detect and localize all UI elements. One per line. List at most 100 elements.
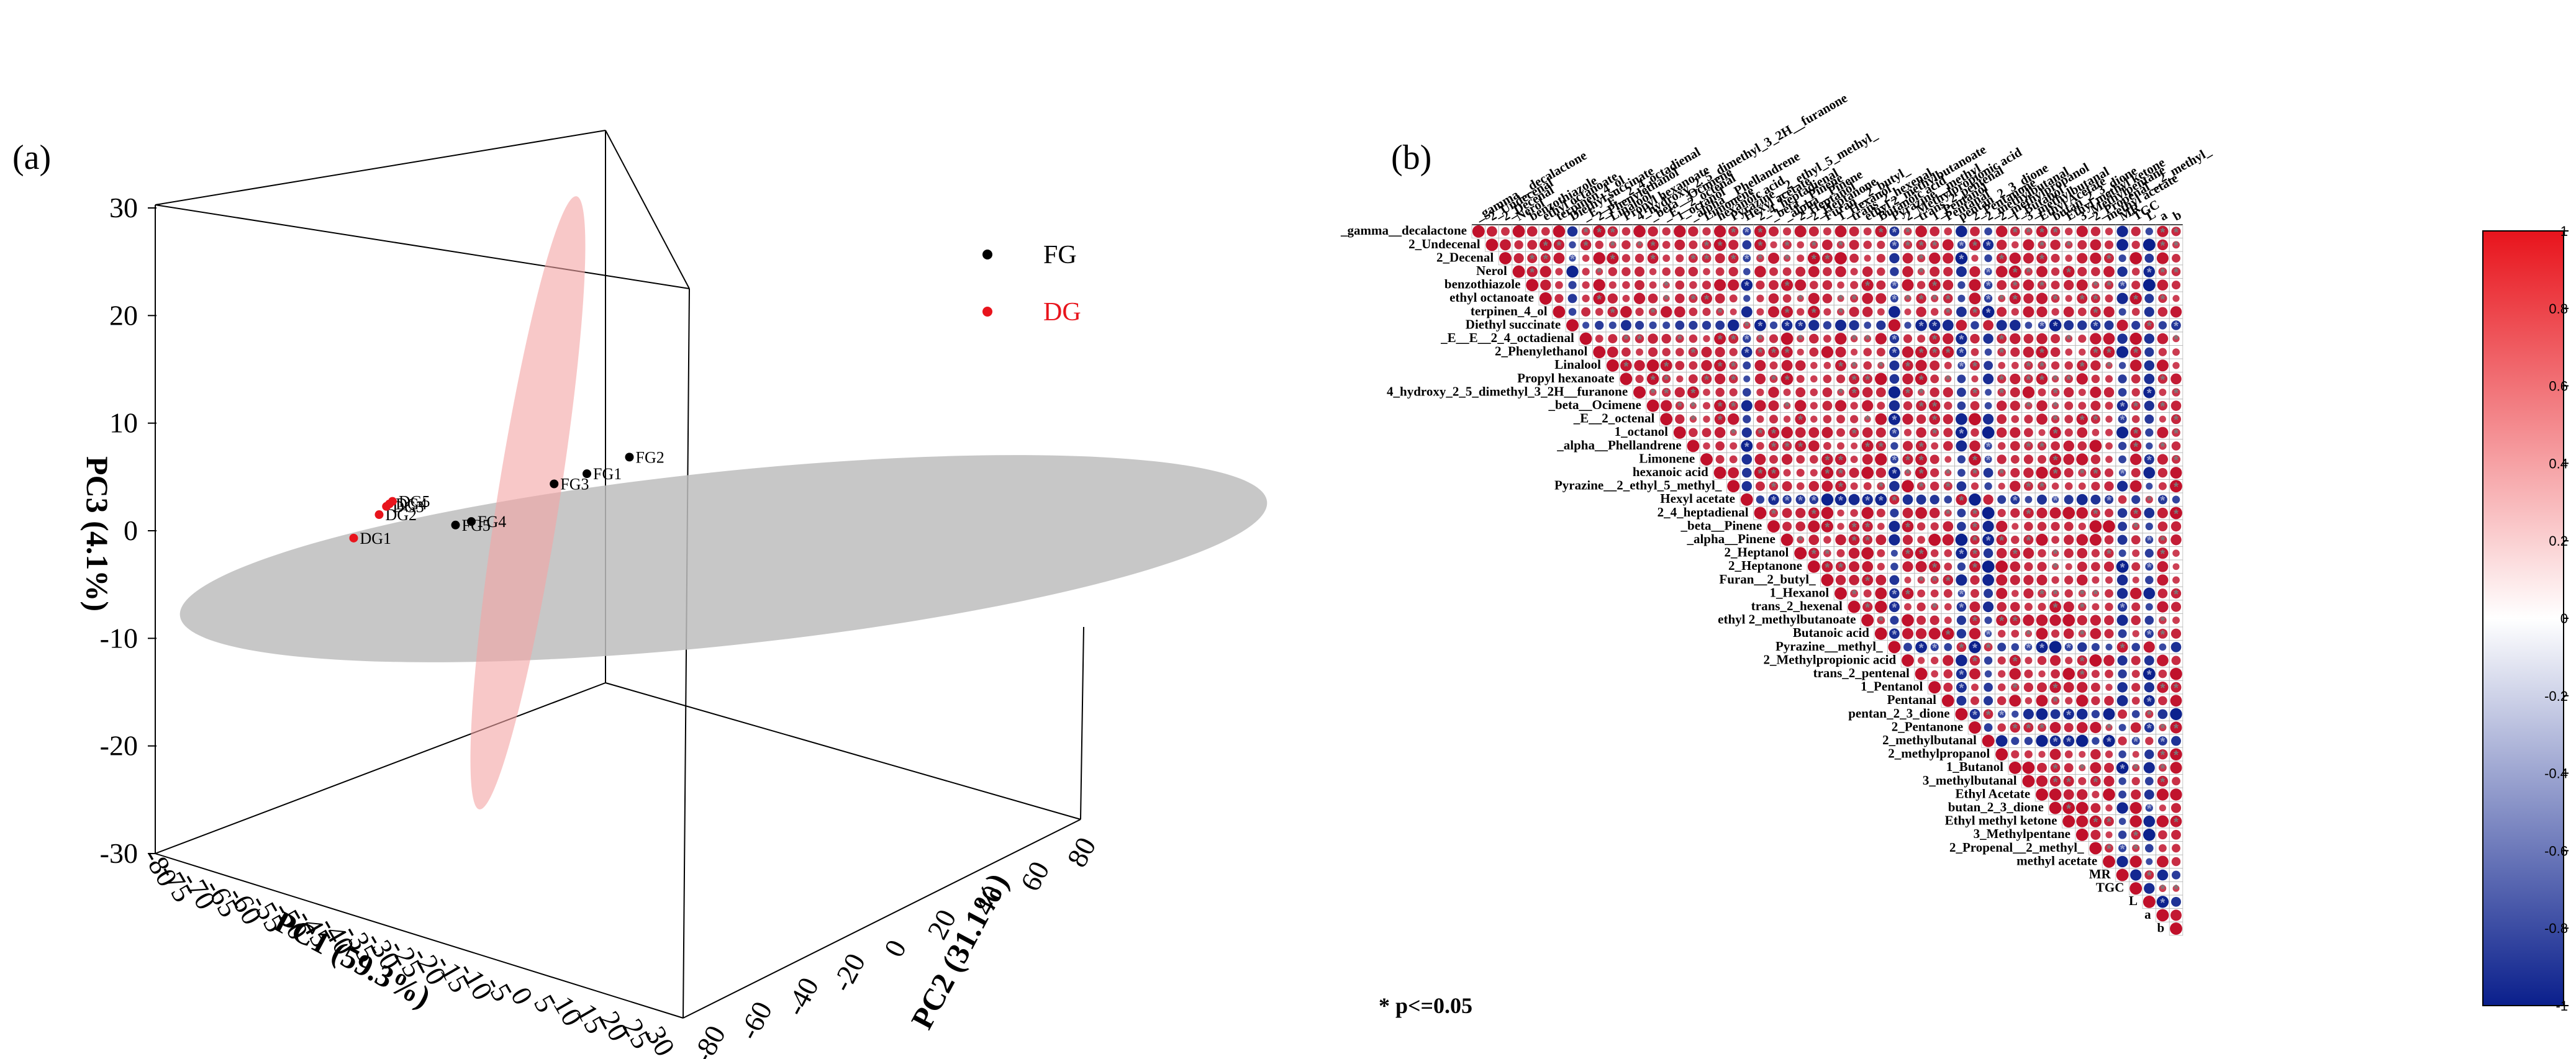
correlation-dot [1916, 494, 1926, 505]
row-label: butan_2_3_dione [1948, 800, 2044, 814]
correlation-dot [1903, 240, 1913, 250]
correlation-dot [1703, 442, 1710, 450]
correlation-dot [2145, 536, 2154, 544]
correlation-dot [1703, 335, 1710, 343]
correlation-dot [1983, 467, 1993, 478]
significance-star: * [1879, 440, 1884, 454]
correlation-dot [1875, 453, 1887, 466]
significance-star: * [1597, 226, 1602, 240]
correlation-dot [2118, 362, 2126, 369]
correlation-dot [2118, 254, 2126, 263]
correlation-dot [1970, 360, 1980, 371]
correlation-dot [2023, 507, 2034, 518]
significance-star: * [1905, 387, 1910, 400]
significance-star: * [1919, 548, 1924, 561]
correlation-dot [2144, 347, 2154, 357]
correlation-dot [1808, 440, 1820, 452]
correlation-dot [1807, 560, 1820, 573]
correlation-dot [2049, 507, 2061, 519]
correlation-dot [1769, 481, 1779, 491]
correlation-dot [2143, 895, 2156, 908]
correlation-dot [2172, 362, 2180, 369]
box-edge [1080, 626, 1084, 820]
correlation-dot [1903, 334, 1913, 343]
correlation-dot [2144, 682, 2155, 693]
significance-star: * [1932, 413, 1937, 427]
correlation-dot [2064, 227, 2073, 236]
significance-star: * [2026, 507, 2031, 521]
correlation-dot [2144, 629, 2154, 638]
correlation-dot [1607, 307, 1618, 317]
correlation-dot [2146, 858, 2153, 865]
correlation-dot [2078, 469, 2087, 477]
correlation-dot [2038, 361, 2046, 370]
correlation-dot [2131, 240, 2140, 250]
correlation-dot [2170, 682, 2182, 693]
significance-star: * [1744, 279, 1749, 293]
correlation-dot [1472, 225, 1485, 238]
correlation-dot [1579, 332, 1592, 345]
correlation-dot [2051, 549, 2059, 557]
correlation-dot [1674, 306, 1685, 318]
correlation-dot [2036, 400, 2048, 412]
correlation-dot [1702, 320, 1712, 330]
correlation-dot [1877, 523, 1885, 530]
correlation-dot [2090, 721, 2102, 734]
correlation-dot [2051, 388, 2060, 397]
correlation-dot [2157, 454, 2168, 465]
correlation-dot [1499, 252, 1512, 264]
significance-star: * [1999, 253, 2004, 266]
correlation-dot [1649, 389, 1657, 396]
correlation-dot [1984, 616, 1992, 624]
correlation-dot [1956, 682, 1967, 693]
correlation-dot [2156, 855, 2169, 868]
row-label: ethyl octanoate [1449, 290, 1534, 305]
significance-star: * [2147, 454, 2152, 467]
correlation-dot [2049, 601, 2062, 613]
correlation-dot [2172, 885, 2180, 892]
correlation-dot [2010, 508, 2020, 518]
significance-star: * [1771, 467, 1776, 481]
significance-star: * [1892, 494, 1897, 508]
significance-star: * [1972, 708, 1977, 722]
significance-star: * [1758, 467, 1763, 481]
significance-star: * [1852, 534, 1857, 548]
significance-star: * [1812, 239, 1816, 253]
correlation-dot [2118, 388, 2127, 397]
significance-star: * [2133, 440, 2138, 454]
significance-star: * [1543, 253, 1548, 266]
correlation-dot [2038, 549, 2046, 557]
correlation-dot [1782, 240, 1792, 250]
significance-star: * [1852, 387, 1857, 400]
correlation-dot [1997, 442, 2006, 450]
data-point [467, 517, 476, 526]
heatmap-cell [2169, 921, 2184, 936]
correlation-dot [1569, 241, 1576, 249]
correlation-dot [1971, 683, 1979, 692]
correlation-dot [2089, 654, 2102, 667]
correlation-dot [1715, 253, 1725, 264]
row-label: 3_methylbutanal [1923, 773, 2017, 788]
correlation-dot [1956, 481, 1967, 492]
correlation-dot [2157, 307, 2168, 317]
correlation-dot [1621, 334, 1631, 343]
significance-star: * [2080, 413, 2085, 427]
significance-star: * [2093, 467, 2098, 481]
significance-star: * [2161, 293, 2166, 307]
correlation-dot [1620, 359, 1632, 372]
correlation-dot [2157, 682, 2169, 693]
correlation-dot [1582, 322, 1590, 329]
row-label: 1_octanol [1615, 424, 1668, 439]
correlation-dot [1834, 587, 1847, 600]
correlation-dot [2104, 548, 2114, 558]
correlation-dot [1688, 253, 1698, 263]
significance-star: * [1892, 346, 1897, 360]
row-label: Pyrazine__2_ethyl_5_methyl_ [1554, 478, 1722, 493]
correlation-dot [1715, 267, 1725, 276]
significance-star: * [1932, 279, 1937, 293]
correlation-dot [1902, 548, 1913, 559]
correlation-dot [1621, 347, 1631, 357]
correlation-dot [2076, 453, 2088, 466]
correlation-dot [1795, 413, 1807, 425]
correlation-dot [2116, 762, 2129, 774]
